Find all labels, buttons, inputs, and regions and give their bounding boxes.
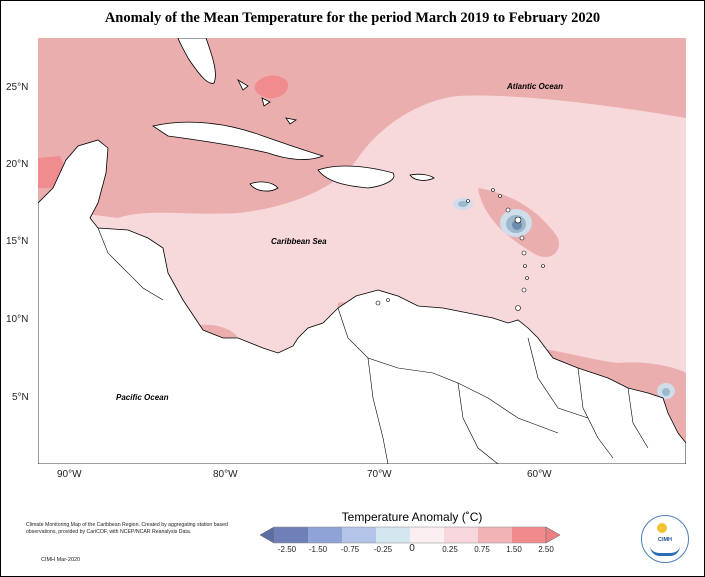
legend-tick: 0.25 (442, 545, 458, 554)
legend-title: Temperature Anomaly (˚C) (341, 510, 483, 524)
anomaly-strong-bahamas (254, 75, 289, 99)
lon-label-70w: 70°W (367, 469, 392, 480)
land-central-america (38, 139, 686, 464)
map-footnote: Climate Monitoring Map of the Caribbean … (26, 522, 228, 535)
anomaly-cool-guiana-core (662, 388, 670, 396)
legend-tick: 0.75 (474, 545, 490, 554)
colorbar-bin-8 (512, 527, 546, 543)
cimh-logo: CIMH (641, 515, 689, 563)
lat-label-15n: 15°N (6, 236, 29, 247)
colorbar-bin-6 (444, 527, 478, 543)
colorbar-bin-7 (478, 527, 512, 543)
colorbar-bin-4 (376, 527, 410, 543)
colorbar-bin-2 (308, 527, 342, 543)
lon-label-80w: 80°W (213, 469, 238, 480)
colorbar-arrow-right (545, 526, 560, 544)
colorbar-arrow-left (260, 526, 275, 544)
anomaly-warm-north (38, 38, 686, 218)
lon-label-60w: 60°W (527, 469, 552, 480)
legend-tick: 2.50 (538, 545, 554, 554)
legend-tick: -0.25 (373, 545, 393, 554)
anomaly-strong-yucatan (38, 156, 66, 188)
land-hispaniola (317, 165, 395, 189)
legend-tick: 0 (409, 543, 415, 554)
sun-icon (657, 523, 667, 533)
land-bahamas (237, 78, 298, 125)
anomaly-cool-virgin-islands-core (458, 201, 468, 207)
colorbar-bin-1 (274, 527, 308, 543)
legend-tick: -1.50 (308, 545, 328, 554)
land-florida (177, 38, 216, 84)
lesser-antilles (375, 188, 545, 311)
legend-tick: -0.75 (340, 545, 360, 554)
label-pacific-ocean: Pacific Ocean (116, 393, 169, 402)
land-cuba (152, 121, 325, 160)
country-borders (97, 227, 649, 464)
lat-label-10n: 10°N (6, 314, 29, 325)
map-date-credit: CIMH Mar-2020 (41, 557, 81, 563)
lon-label-90w: 90°W (57, 469, 82, 480)
wave-icon (650, 545, 680, 556)
logo-text: CIMH (657, 537, 673, 543)
lat-label-20n: 20°N (6, 159, 29, 170)
land-jamaica (249, 181, 279, 192)
colorbar-bin-3 (342, 527, 376, 543)
label-atlantic-ocean: Atlantic Ocean (507, 82, 564, 91)
map-title: Anomaly of the Mean Temperature for the … (104, 10, 601, 26)
colorbar-bin-5 (410, 527, 444, 543)
land-masses (38, 38, 686, 464)
legend-tick: -2.50 (277, 545, 297, 554)
land-puerto-rico (409, 173, 435, 181)
legend-tick: 1.50 (506, 545, 522, 554)
caribbean-anomaly-map (38, 38, 686, 464)
label-caribbean-sea: Caribbean Sea (271, 237, 327, 246)
lat-label-5n: 5°N (12, 392, 29, 403)
lat-label-25n: 25°N (6, 82, 29, 93)
color-bar (260, 526, 560, 544)
